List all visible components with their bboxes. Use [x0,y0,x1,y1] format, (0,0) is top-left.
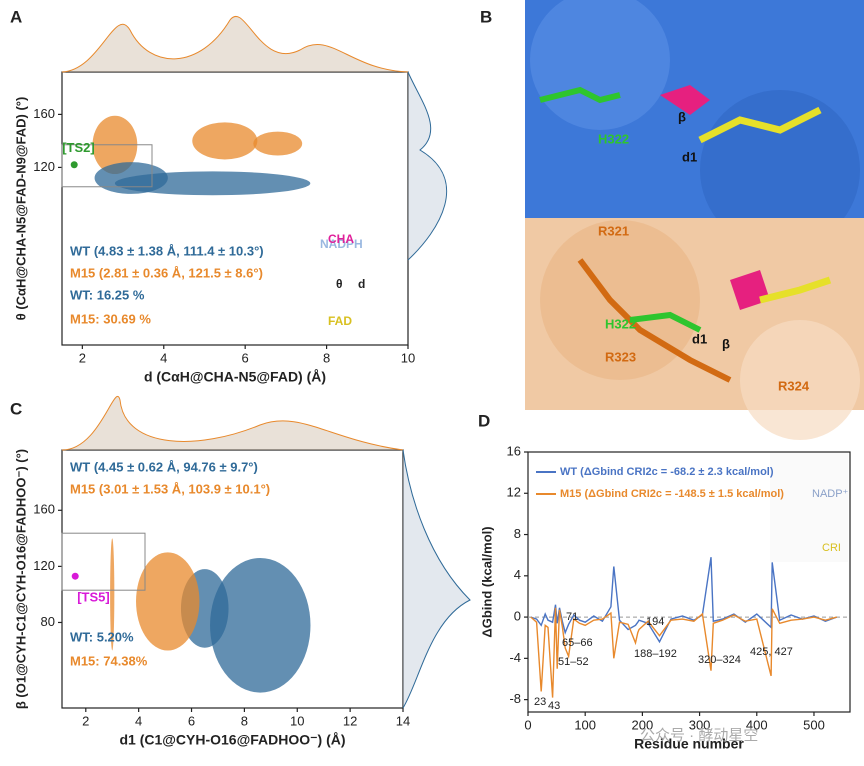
residue-annotation: 188–192 [634,648,677,660]
structure-label: R324 [778,378,810,393]
x-tick-label: 8 [323,350,330,365]
structure-label: d1 [692,331,707,346]
panel-letter: B [480,7,492,26]
structure-label: H322 [605,316,636,331]
inset-label: NADPH [320,237,363,251]
y-axis-label: θ (CαH@CHA-N5@FAD-N9@FAD) (°) [13,97,28,321]
y-axis-label: ΔGbind (kcal/mol) [479,526,494,637]
y-axis-label: β (O1@CYH-C1@CYH-O16@FADHOO⁻) (°) [13,449,28,709]
structure-label: β [678,109,686,124]
x-axis-label: d1 (C1@CYH-O16@FADHOO⁻) (Å) [119,732,345,748]
series-stats: M15 (3.01 ± 1.53 Å, 103.9 ± 10.1°) [70,481,270,496]
marginal-x [61,396,404,451]
y-tick-label: 80 [41,614,55,629]
y-tick-label: -4 [509,650,521,665]
ts-box [61,144,153,188]
x-axis-label: d (CαH@CHA-N5@FAD) (Å) [144,369,326,385]
residue-annotation: 194 [646,616,664,628]
x-tick-label: 10 [401,350,415,365]
x-tick-label: 500 [803,717,825,732]
x-tick-label: 100 [574,717,596,732]
panel-letter: C [10,399,22,418]
x-tick-label: 300 [689,717,711,732]
series-line [530,607,837,698]
marginal-y [402,449,471,709]
structure-label: β [722,336,730,351]
series-stats: WT (4.45 ± 0.62 Å, 94.76 ± 9.7°) [70,459,258,474]
residue-annotation: 425, 427 [750,646,793,658]
inset-label: NADP⁺ [812,488,849,500]
x-tick-label: 10 [290,713,304,728]
y-tick-label: 120 [33,159,55,174]
y-tick-label: 160 [33,502,55,517]
series-stats: WT (4.83 ± 1.38 Å, 111.4 ± 10.3°) [70,243,264,258]
x-tick-label: 400 [746,717,768,732]
ts-point [70,161,78,169]
structure-label: H322 [598,131,629,146]
series-share: WT: 5.20% [70,629,134,644]
series-line [530,557,838,644]
plot-frame [527,451,851,713]
inset-label: CRI [822,542,841,554]
plot-frame [61,71,409,346]
residue-annotation: 71 [566,611,578,623]
y-tick-label: 120 [33,558,55,573]
structure-label: d1 [682,149,697,164]
x-axis-label: Residue number [634,736,744,752]
legend-label: WT (ΔGbind CRI2c = -68.2 ± 2.3 kcal/mol) [560,466,774,478]
density-cloud [94,162,168,194]
density-cloud [110,538,115,651]
x-tick-label: 4 [135,713,142,728]
x-tick-label: 200 [632,717,654,732]
ts-point [71,572,79,580]
x-tick-label: 8 [241,713,248,728]
y-tick-label: 16 [507,443,521,458]
x-tick-label: 6 [188,713,195,728]
density-cloud [210,557,311,693]
structure-images [325,0,864,562]
x-tick-label: 4 [160,350,167,365]
structure-label: R321 [598,223,629,238]
inset-label: θ [336,277,343,291]
x-tick-label: 2 [79,350,86,365]
y-tick-label: 160 [33,106,55,121]
inset-label: FAD [328,314,352,328]
series-stats: M15 (2.81 ± 0.36 Å, 121.5 ± 8.6°) [70,265,263,280]
residue-annotation: 43 [548,700,560,712]
residue-annotation: 65–66 [562,637,593,649]
residue-annotation: 23 [534,696,546,708]
y-tick-label: -8 [509,691,521,706]
series-share: M15: 30.69 % [70,311,151,326]
series-share: WT: 16.25 % [70,287,145,302]
marginal-x [61,16,409,73]
density-cloud [253,131,303,156]
y-tick-label: 8 [514,526,521,541]
y-tick-label: 12 [507,485,521,500]
panel-letter: A [10,7,22,26]
ts-label: [TS5] [77,590,110,605]
series-share: M15: 74.38% [70,653,148,668]
density-cloud [136,552,200,651]
x-tick-label: 2 [82,713,89,728]
marginal-y [407,71,448,261]
x-tick-label: 6 [242,350,249,365]
inset-label: d [358,277,365,291]
density-cloud [192,122,258,160]
structure-label: R323 [605,349,636,364]
y-tick-label: 4 [514,567,521,582]
ts-box [61,532,146,591]
residue-annotation: 51–52 [558,656,589,668]
y-tick-label: 0 [514,609,521,624]
x-tick-label: 0 [524,717,531,732]
residue-annotation: 320–324 [698,654,741,666]
x-tick-label: 14 [396,713,410,728]
watermark: 公众号 · 酵动星空 [640,727,758,744]
panel-letter: D [478,411,490,430]
inset-label: CHA [328,232,354,246]
legend-label: M15 (ΔGbind CRI2c = -148.5 ± 1.5 kcal/mo… [560,488,784,500]
x-tick-label: 12 [343,713,357,728]
ts-label: [TS2] [62,140,94,155]
